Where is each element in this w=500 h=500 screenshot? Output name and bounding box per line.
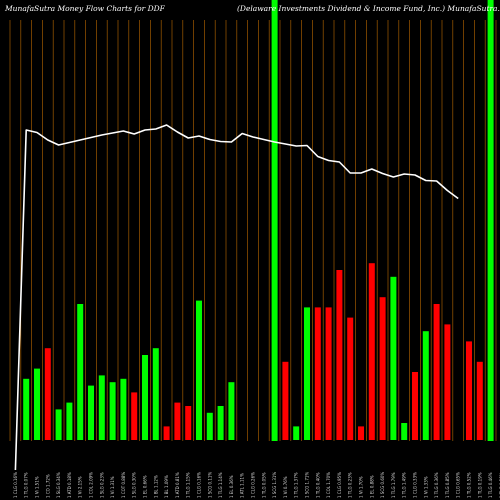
- money-flow-bars: [23, 263, 483, 440]
- x-tick-label: 1 CLG 0.16%: [197, 472, 202, 498]
- x-tick-label: 1 COL 1.70%: [326, 472, 331, 498]
- x-tick-label: 1 CLG 0.95%: [337, 472, 342, 498]
- x-tick-label: 1 SCG 0.11%: [207, 472, 212, 498]
- x-tick-label: 1 CLG 0.26%: [251, 472, 256, 498]
- money-flow-bar: [336, 270, 343, 440]
- money-flow-bar: [293, 426, 300, 440]
- x-tick-label: 1 Vi 1.70%: [359, 476, 364, 498]
- money-flow-bar: [476, 361, 483, 440]
- money-flow-bar: [347, 317, 354, 440]
- x-tick-label: 1 Vi 2.15%: [78, 476, 83, 498]
- x-tick-label: 1 COL 2.09%: [89, 472, 94, 498]
- money-flow-bar: [325, 307, 332, 440]
- x-tick-label: 1 TLG 0.19%: [477, 472, 482, 498]
- money-flow-bar: [196, 300, 202, 440]
- x-tick-label: 1 TLG 0.07%: [24, 472, 29, 498]
- highlight-band: [487, 0, 494, 441]
- x-tick-label: 1 CLG 0.65%: [456, 472, 461, 498]
- x-tick-label: 1 SLG 0.30%: [132, 472, 137, 498]
- x-tick-label: 1 TLG 0.46%: [488, 472, 493, 498]
- x-tick-label: 1 TLG 0.23%: [348, 472, 353, 498]
- x-tick-label: 1 SLG 0.34%: [56, 472, 61, 498]
- x-tick-label: 1 TLG 0.05%: [261, 472, 266, 498]
- money-flow-bar: [314, 307, 321, 440]
- money-flow-bar: [206, 412, 213, 440]
- x-tick-label: 1 ATD 0.81%: [175, 472, 180, 498]
- x-tick-label: 1 TLG 0.40%: [315, 472, 320, 498]
- grid-lines: [9, 20, 497, 441]
- money-flow-bar: [142, 355, 148, 440]
- x-tick-label: 1 ATD 0.18%: [67, 472, 72, 498]
- x-tick-label: 1 TLG 0.85%: [445, 472, 450, 498]
- money-flow-bar: [77, 304, 84, 440]
- x-tick-label: 1 SLG 0.23%: [99, 472, 104, 498]
- money-flow-bar: [163, 426, 170, 440]
- x-tick-label: 1 BL 1.09%: [164, 475, 169, 498]
- money-flow-bar: [185, 406, 192, 440]
- x-tick-label: 1 TLG 1.79%: [391, 472, 396, 498]
- x-tick-label: 1 TLG 1.49%: [402, 472, 407, 498]
- x-tick-label: 1 CLG 0.33%: [413, 472, 418, 498]
- x-tick-label: 1 Vi 1.33%: [423, 476, 428, 498]
- money-flow-bar: [390, 276, 397, 440]
- x-tick-label: 1 EL 0.36%: [229, 475, 234, 498]
- money-flow-bar: [34, 368, 40, 440]
- money-flow-bar: [358, 426, 364, 440]
- money-flow-bar: [131, 392, 138, 440]
- money-flow-bar: [23, 378, 30, 440]
- x-tick-label: 1 BL 1.12%: [153, 475, 158, 498]
- money-flow-bar: [217, 406, 224, 440]
- x-tick-label: 1 ATL 1.11%: [240, 473, 245, 498]
- x-tick-label: 1 SCG 1.71%: [305, 472, 310, 498]
- x-tick-label: 1 Vi 1.31%: [110, 476, 115, 498]
- x-tick-label: 1 SCG 0.60%: [380, 472, 385, 498]
- x-tick-label: 1 Vi 1.51%: [35, 476, 40, 498]
- chart-title-right: (Delaware Investments Dividend & Income …: [237, 4, 500, 13]
- money-flow-bar: [433, 304, 440, 440]
- price-line: [14, 124, 459, 471]
- money-flow-bar: [304, 307, 310, 440]
- x-tick-label: 1 EL 0.66%: [143, 475, 148, 498]
- chart-title-left: MunafaSutra Money Flow Charts for DDF: [4, 4, 166, 13]
- money-flow-bar: [228, 382, 235, 440]
- money-flow-bar: [98, 375, 105, 440]
- money-flow-bar: [368, 263, 375, 440]
- x-tick-label: 1 TLG 1.14%: [218, 472, 223, 498]
- money-flow-bar: [120, 378, 127, 440]
- x-tick-label: 1 Vi 0.76%: [283, 476, 288, 498]
- highlight-bands: [271, 0, 494, 441]
- money-flow-bar: [55, 409, 62, 440]
- money-flow-bar: [88, 385, 94, 440]
- x-tick-label: 1 CO 1.72%: [45, 474, 50, 498]
- money-flow-bar: [109, 382, 116, 440]
- x-tick-labels: 1 CLG 0.16% 1 TLG 0.07% 1 Vi 1.51% 1 CO 1.7…: [13, 472, 500, 498]
- x-tick-label: 1 TLG 0.36%: [434, 472, 439, 498]
- highlight-band: [271, 0, 278, 441]
- money-flow-bar: [422, 331, 429, 440]
- money-flow-bar: [66, 402, 73, 440]
- money-flow-bar: [401, 423, 408, 440]
- x-tick-label: 1 TLG 1.37%: [294, 472, 299, 498]
- money-flow-bar: [466, 341, 472, 440]
- money-flow-bar: [412, 372, 418, 440]
- x-tick-label: 1 CLG 0.16%: [13, 472, 18, 498]
- x-tick-label: 1 TLG 0.58%: [499, 472, 500, 498]
- x-tick-label: 1 COT 0.88%: [121, 472, 126, 498]
- x-tick-label: 1 SCG 1.31%: [272, 472, 277, 498]
- money-flow-bar: [444, 324, 451, 440]
- x-tick-label: 1 EL 0.88%: [369, 475, 374, 498]
- money-flow-bar: [379, 297, 386, 440]
- x-tick-label: 1 TLG 1.15%: [186, 472, 191, 498]
- money-flow-bar: [174, 402, 181, 440]
- money-flow-bar: [152, 348, 159, 440]
- money-flow-bar: [44, 348, 51, 440]
- x-tick-label: 1 TLG 0.52%: [467, 472, 472, 498]
- money-flow-bar: [282, 361, 289, 440]
